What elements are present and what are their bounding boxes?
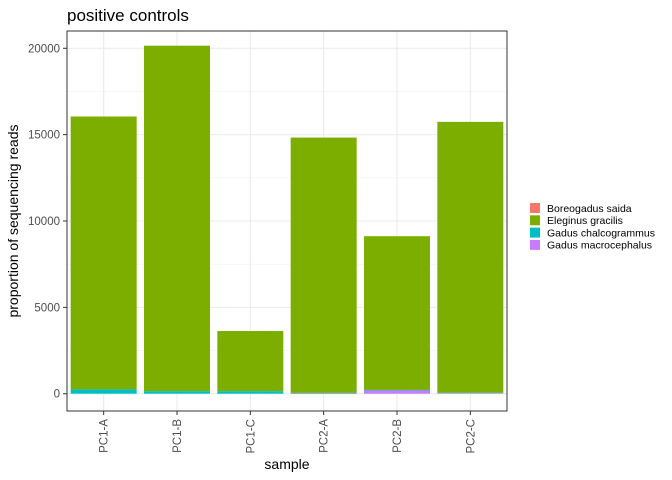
x-tick-label: PC2-A [319, 419, 331, 453]
x-tick-label: PC2-C [465, 419, 477, 454]
legend-key [530, 239, 540, 250]
y-tick-label: 15000 [28, 130, 60, 142]
y-axis-title: proportion of sequencing reads [5, 124, 21, 317]
chart-title: positive controls [67, 6, 189, 25]
bar-PC1-B-eleginus-gracilis [144, 45, 210, 392]
bar-PC2-C-gadus-chalcogrammus [437, 392, 504, 394]
bar-PC2-A-gadus-macrocephalus [290, 393, 357, 394]
bar-PC1-A-eleginus-gracilis [70, 116, 137, 390]
bar-PC1-A-gadus-chalcogrammus [70, 389, 137, 394]
y-tick-label: 0 [54, 389, 60, 401]
bar-PC2-B-gadus-macrocephalus [364, 390, 430, 394]
x-axis: PC1-A PC1-B PC1-C PC2-A PC2-B PC2-C [99, 411, 477, 454]
legend-label: Eleginus gracilis [547, 215, 623, 227]
y-tick-label: 10000 [28, 216, 60, 228]
plot-panel [66, 30, 508, 412]
bar-PC2-A-eleginus-gracilis [290, 137, 357, 393]
bar-PC1-C-gadus-chalcogrammus [217, 391, 284, 394]
legend-key [530, 227, 540, 238]
y-tick-label: 5000 [34, 302, 60, 314]
bars [70, 45, 504, 394]
x-axis-title: sample [264, 456, 309, 472]
legend-label: Gadus chalcogrammus [547, 227, 655, 239]
bar-PC2-C-eleginus-gracilis [437, 121, 504, 393]
bar-PC1-C-eleginus-gracilis [217, 331, 284, 392]
x-tick-label: PC1-C [245, 419, 257, 454]
y-tick-label: 20000 [28, 43, 60, 55]
legend-key [530, 215, 540, 226]
legend-label: Boreogadus saida [547, 203, 632, 215]
bar-PC2-B-eleginus-gracilis [364, 236, 430, 390]
x-tick-label: PC2-B [392, 419, 404, 453]
bar-PC2-A-gadus-chalcogrammus [290, 392, 357, 394]
legend-key [530, 203, 540, 213]
bar-PC1-B-gadus-chalcogrammus [144, 391, 210, 394]
x-tick-label: PC1-B [172, 419, 184, 453]
bar-PC2-B-gadus-chalcogrammus [364, 389, 430, 391]
y-axis: 0 5000 10000 15000 20000 [28, 43, 67, 401]
x-tick-label: PC1-A [99, 419, 111, 453]
legend-label: Gadus macrocephalus [547, 240, 652, 252]
bar-PC2-C-gadus-macrocephalus [437, 393, 504, 394]
